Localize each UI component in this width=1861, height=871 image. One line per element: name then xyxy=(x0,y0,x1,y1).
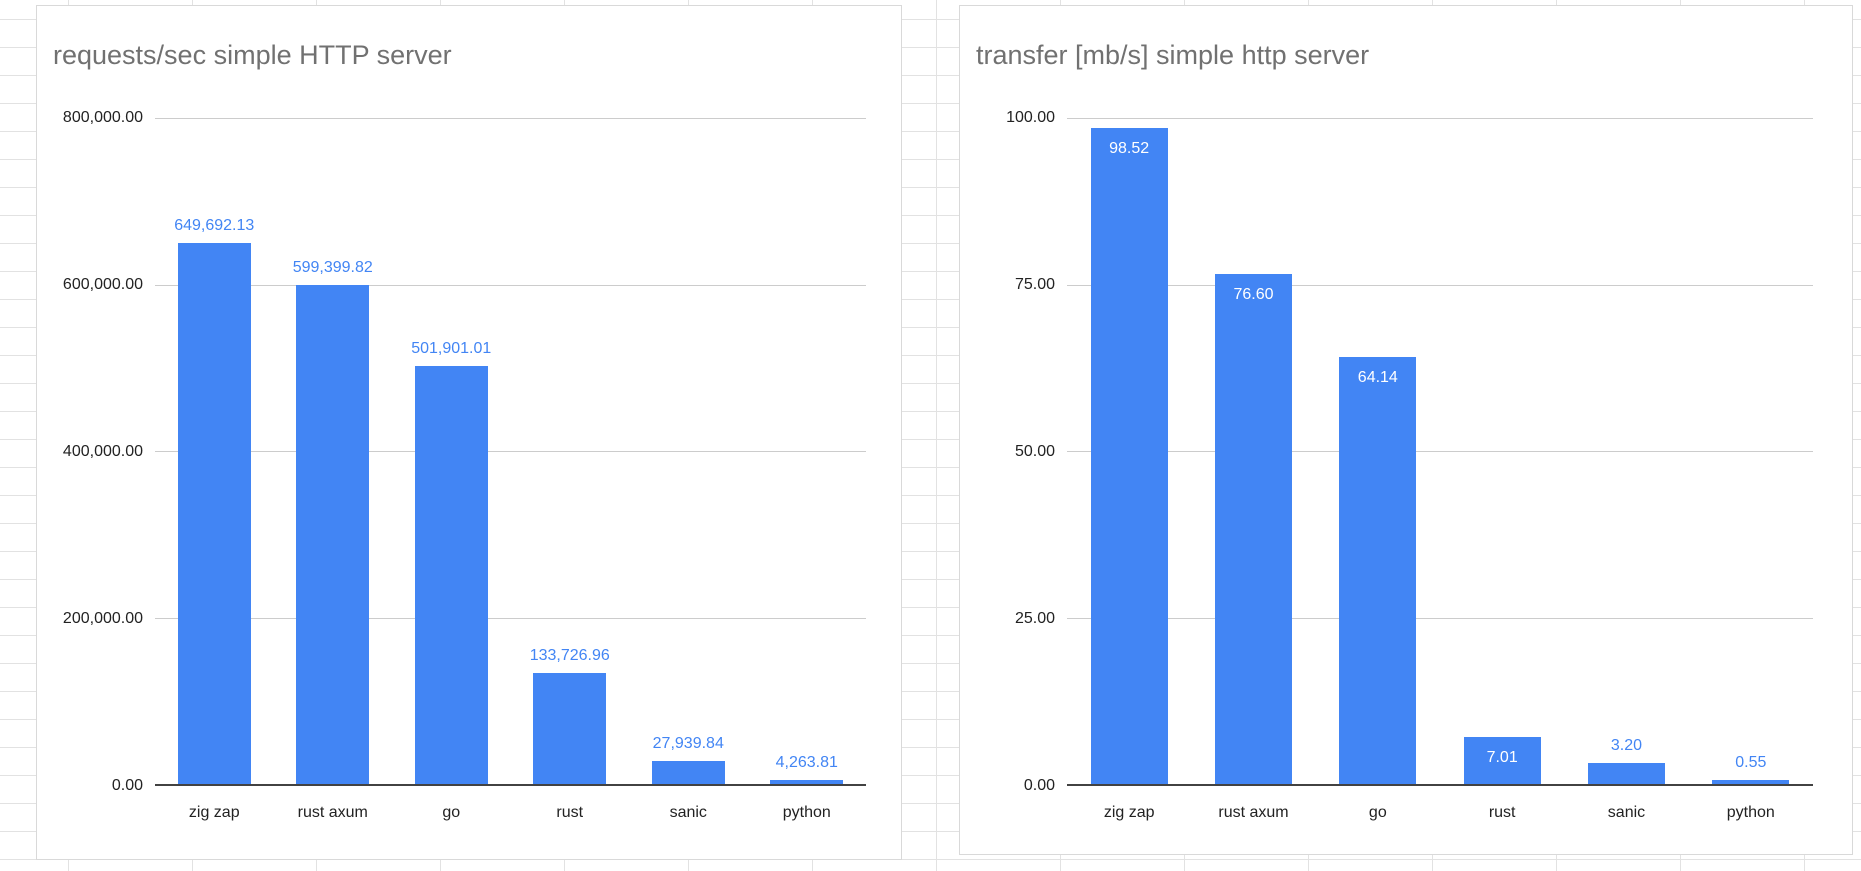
category-label: go xyxy=(1368,804,1387,821)
category-label: rust xyxy=(1488,804,1516,821)
value-label: 4,263.81 xyxy=(775,754,838,772)
y-tick-label: 75.00 xyxy=(1014,276,1055,293)
bar-column: 7.01 rust xyxy=(1440,118,1564,821)
value-label: 76.60 xyxy=(1233,285,1274,303)
category-label: python xyxy=(782,804,831,821)
bar[interactable] xyxy=(177,243,251,784)
y-tick-label: 400,000.00 xyxy=(62,443,143,460)
chart-transfer-mbps[interactable]: transfer [mb/s] simple http server 100.0… xyxy=(959,5,1853,855)
bar-column: 76.60 rust axum xyxy=(1191,118,1315,821)
y-axis-labels: 800,000.00 600,000.00 400,000.00 200,000.00… xyxy=(37,109,155,794)
value-label: 27,939.84 xyxy=(652,734,724,752)
category-label: go xyxy=(442,804,461,821)
bar[interactable] xyxy=(1214,273,1293,784)
y-tick-label: 0.00 xyxy=(111,777,143,794)
y-tick-label: 800,000.00 xyxy=(62,109,143,126)
category-label: sanic xyxy=(1607,804,1646,821)
category-label: zig zap xyxy=(188,804,240,821)
gridline xyxy=(1067,118,1813,119)
y-tick-label: 100.00 xyxy=(1006,109,1055,126)
bar-column: 3.20 sanic xyxy=(1564,118,1688,821)
bar[interactable] xyxy=(533,672,607,784)
bar[interactable] xyxy=(1712,780,1790,784)
bar[interactable] xyxy=(296,285,370,784)
value-label: 3.20 xyxy=(1610,736,1643,754)
category-label: zig zap xyxy=(1103,804,1155,821)
value-label: 7.01 xyxy=(1486,749,1518,767)
category-label: python xyxy=(1726,804,1775,821)
bar[interactable] xyxy=(651,760,725,784)
bar[interactable] xyxy=(770,780,844,784)
bar-column: 64.14 go xyxy=(1316,118,1440,821)
y-tick-label: 600,000.00 xyxy=(62,276,143,293)
bar[interactable] xyxy=(1339,356,1417,784)
bar[interactable] xyxy=(1587,762,1665,784)
bar-column: 0.55 python xyxy=(1689,118,1813,821)
bar-column: 599,399.82 rust axum xyxy=(274,118,393,821)
gridline xyxy=(155,617,866,619)
gridline xyxy=(1067,451,1813,452)
gridline xyxy=(155,284,866,286)
bar-column: 501,901.01 go xyxy=(392,118,511,821)
value-label: 599,399.82 xyxy=(292,259,373,276)
bar-column: 27,939.84 sanic xyxy=(629,118,748,821)
value-label: 501,901.01 xyxy=(411,340,492,358)
value-label: 98.52 xyxy=(1109,139,1150,157)
value-label: 649,692.13 xyxy=(174,217,255,235)
chart-title: requests/sec simple HTTP server xyxy=(53,40,452,70)
plot-area: 98.52 zig zap 76.60 rust axum 64.14 go 7.01 rus… xyxy=(1067,118,1813,821)
category-label: rust axum xyxy=(297,804,368,821)
category-label: rust axum xyxy=(1218,804,1289,821)
bar-column: 4,263.81 python xyxy=(748,118,867,821)
bar-column: 98.52 zig zap xyxy=(1067,118,1191,821)
chart-requests-per-sec[interactable]: requests/sec simple HTTP server 800,000.… xyxy=(36,5,902,860)
gridline xyxy=(155,451,866,452)
bar[interactable] xyxy=(414,366,488,784)
value-label: 133,726.96 xyxy=(529,646,610,664)
gridline xyxy=(1067,617,1813,619)
category-label: rust xyxy=(556,804,584,821)
value-label: 64.14 xyxy=(1357,368,1398,386)
gridline xyxy=(155,118,866,119)
category-label: sanic xyxy=(669,804,707,821)
chart-title: transfer [mb/s] simple http server xyxy=(976,40,1370,70)
y-tick-label: 0.00 xyxy=(1023,777,1055,794)
y-tick-label: 50.00 xyxy=(1014,443,1055,460)
gridline xyxy=(1067,284,1813,286)
bar[interactable] xyxy=(1463,737,1541,784)
value-label: 0.55 xyxy=(1735,754,1767,772)
bar-column: 649,692.13 zig zap xyxy=(155,118,274,821)
y-tick-label: 200,000.00 xyxy=(62,610,143,627)
bar[interactable] xyxy=(1090,127,1168,784)
bar-column: 133,726.96 rust xyxy=(511,118,630,821)
plot-area: 649,692.13 zig zap 599,399.82 rust axum 501,… xyxy=(155,118,867,821)
y-tick-label: 25.00 xyxy=(1014,610,1055,627)
y-axis-labels: 100.00 75.00 50.00 25.00 0.00 xyxy=(960,109,1067,794)
